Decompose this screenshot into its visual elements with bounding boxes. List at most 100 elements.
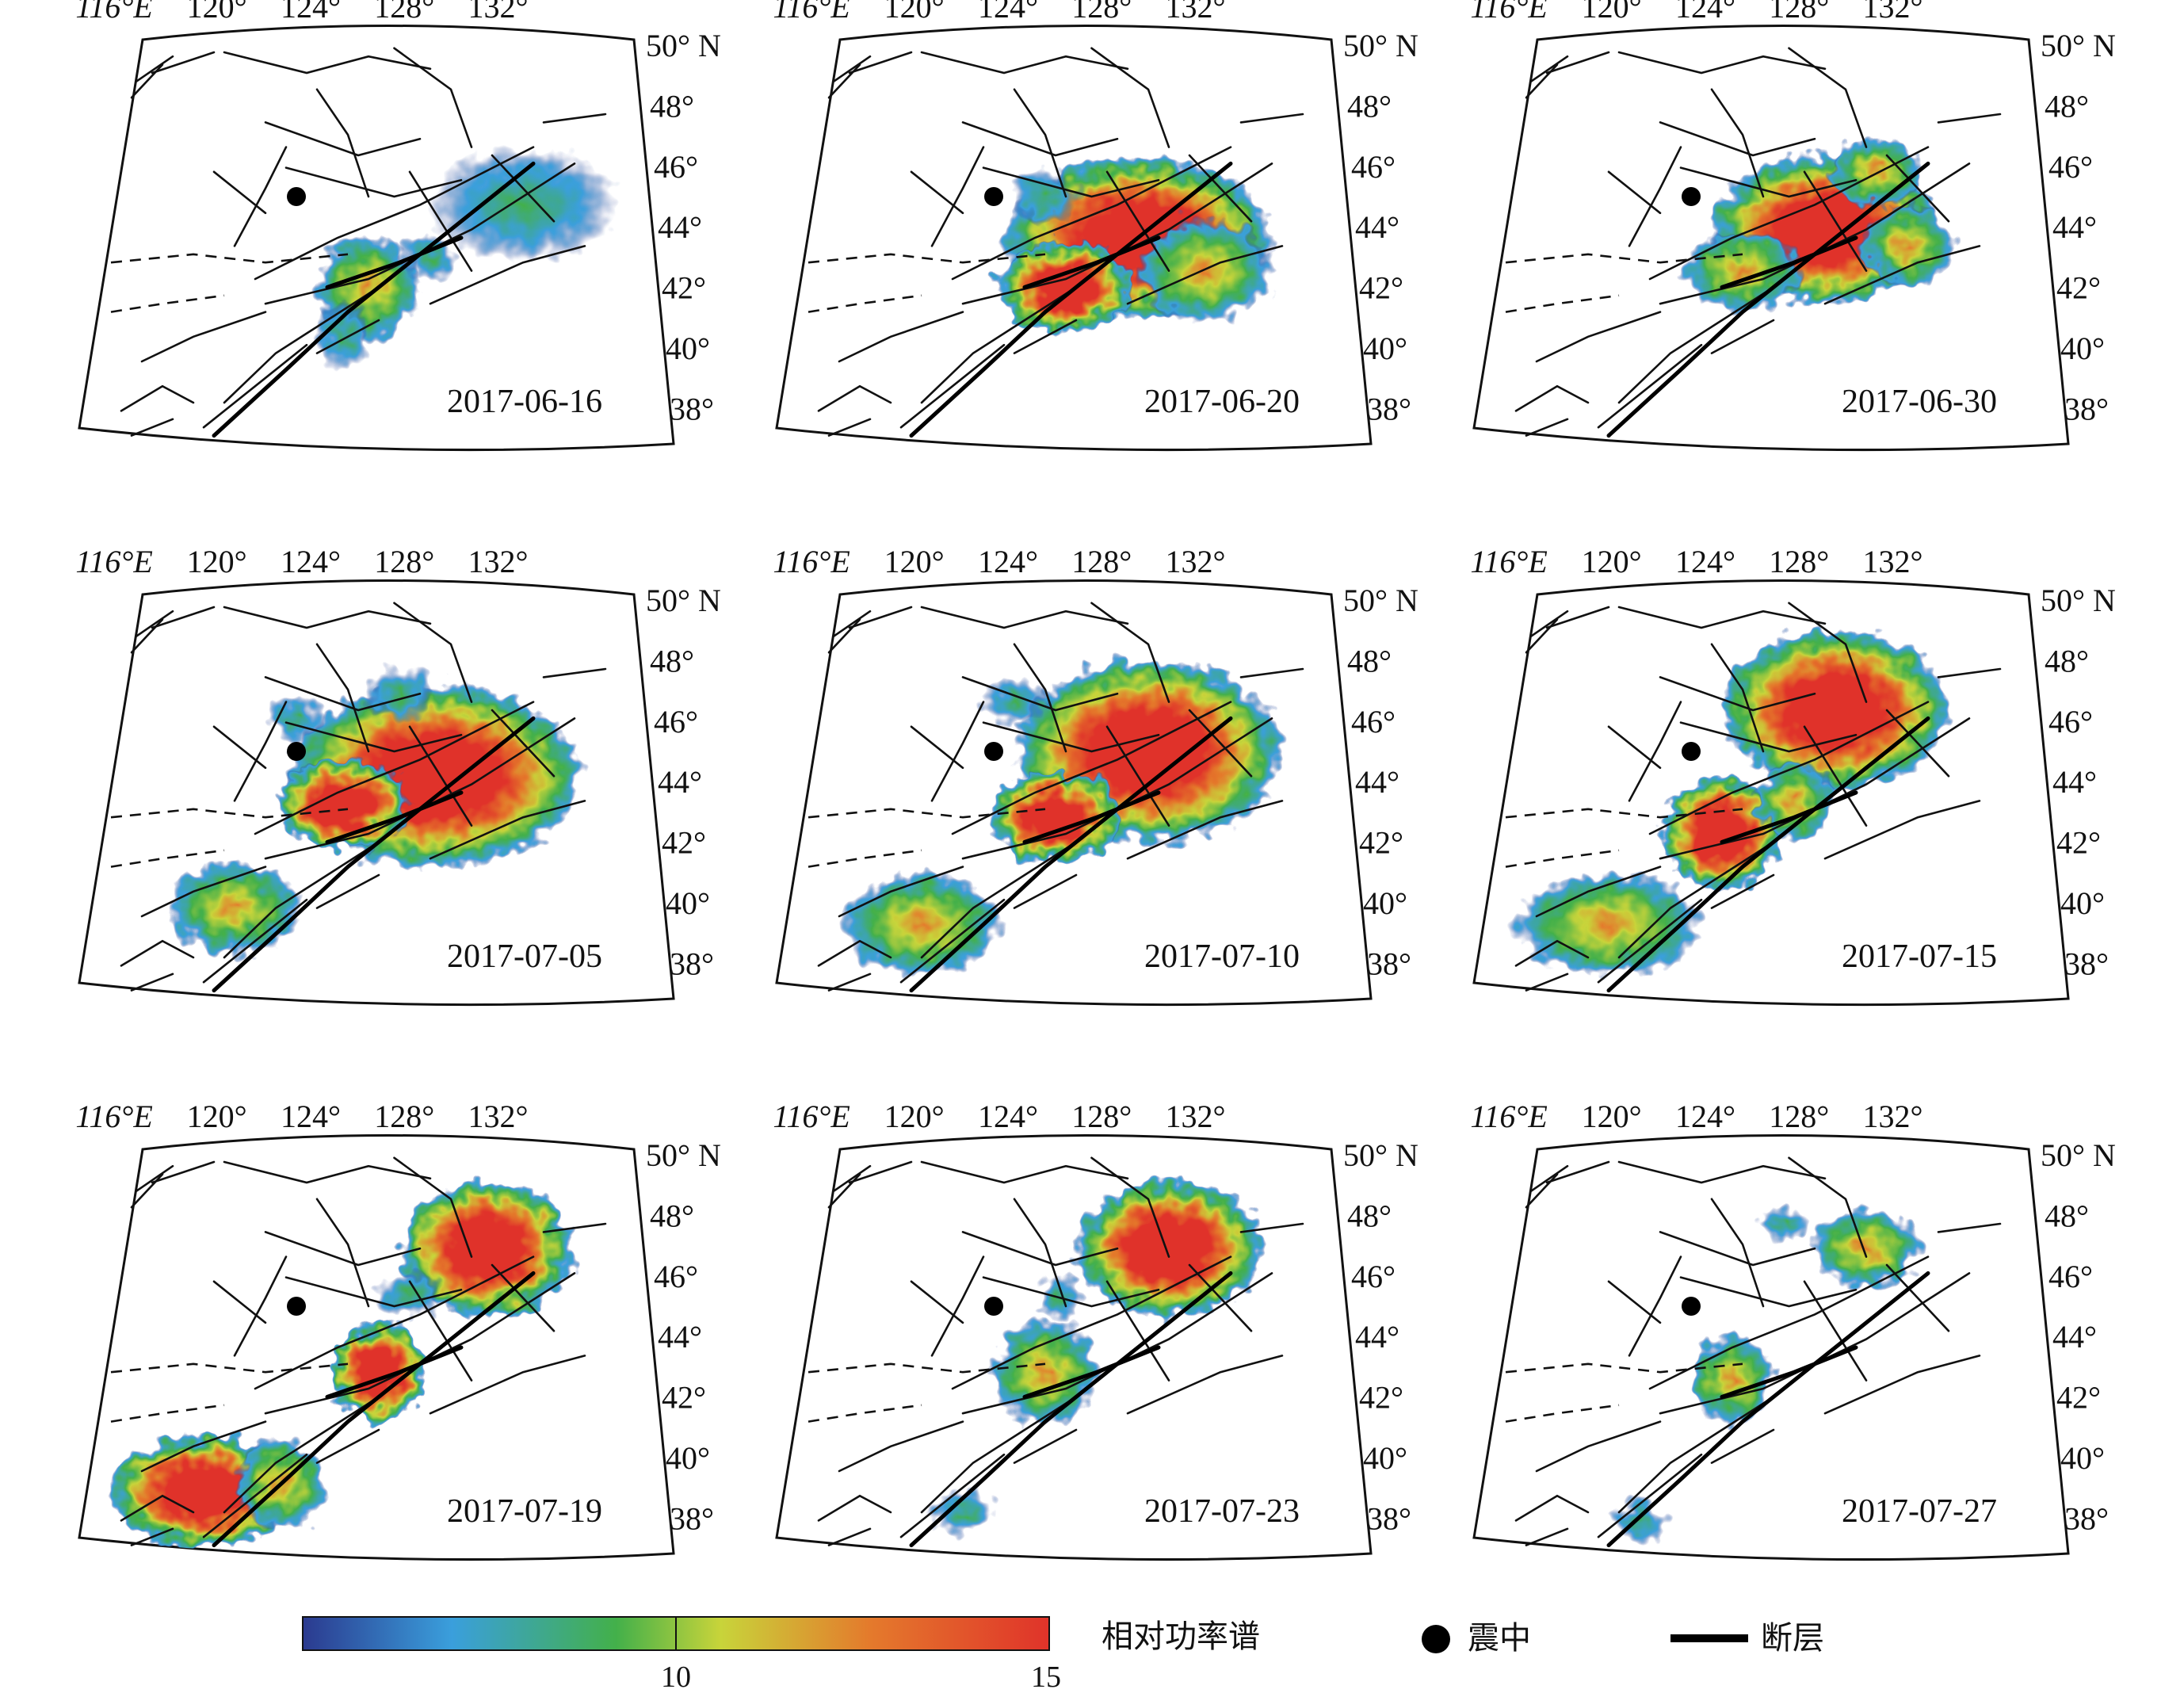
fault-line <box>1937 1222 2002 1233</box>
lat-label: 42° <box>662 270 706 306</box>
lon-label: 116°E <box>1470 0 1547 25</box>
anomaly-patch <box>1514 872 1703 976</box>
fault-line <box>920 1396 1078 1514</box>
anomaly-patch <box>841 872 1002 976</box>
fault-line <box>1105 725 1170 827</box>
lon-label: 132° <box>1166 0 1226 25</box>
lat-label: 38° <box>2064 392 2109 427</box>
anomaly-patch <box>1613 1497 1667 1544</box>
panel-date: 2017-06-20 <box>1144 384 1300 420</box>
lat-label: 40° <box>2060 885 2105 921</box>
boundary-line <box>808 253 1046 264</box>
fault-network <box>1505 1156 2002 1548</box>
fault-line <box>202 898 308 984</box>
map-panel: 116°E 120° 124° 128° 132° 50° N 48° 46° 44° 42° 40… <box>773 544 1418 1007</box>
fault-line <box>827 1527 872 1546</box>
fault-line <box>1823 800 1981 860</box>
fault-line <box>542 1222 607 1233</box>
anomaly-patch <box>998 241 1133 334</box>
fault-line <box>899 1453 1006 1538</box>
boundary-line <box>110 808 349 819</box>
fault-line <box>1013 873 1078 909</box>
fault-line <box>1617 1396 1775 1514</box>
fault-line <box>1803 170 1868 272</box>
fault-line <box>1535 311 1662 363</box>
lat-label: 44° <box>658 1319 702 1355</box>
lat-label: 48° <box>1347 643 1392 678</box>
fault-line-major <box>1720 1345 1858 1399</box>
fault-line <box>1126 245 1284 305</box>
fault-line <box>1525 1527 1569 1546</box>
fault-line <box>1514 384 1590 412</box>
fault-line <box>848 606 913 629</box>
map-panel: 116°E 120° 124° 128° 132° 50° N 48° 46° 44° 42° 40… <box>75 544 721 1007</box>
fault-line <box>1090 1156 1170 1258</box>
epicenter-marker <box>984 742 1003 761</box>
fault-line <box>223 51 432 75</box>
lat-label: 50° N <box>2041 583 2116 618</box>
fault-line <box>315 88 370 198</box>
anomaly-layer <box>1514 629 1949 976</box>
lat-label: 44° <box>658 764 702 800</box>
fault-line <box>1710 319 1775 354</box>
anomaly-patch <box>1682 230 1804 311</box>
fault-line-major <box>1606 161 1930 438</box>
lon-label: 120° <box>1582 1099 1642 1134</box>
lat-label: 44° <box>2052 764 2097 800</box>
fault-line <box>1545 51 1610 75</box>
fault-line <box>254 701 535 835</box>
fault-line <box>817 384 892 412</box>
fault-line-major <box>325 1345 464 1399</box>
lat-label: 50° N <box>1343 583 1418 618</box>
lon-label: 124° <box>281 0 341 25</box>
lon-label: 128° <box>1769 0 1829 25</box>
lat-label: 46° <box>654 1259 698 1294</box>
fault-line <box>408 170 473 272</box>
lat-label: 38° <box>2064 1501 2109 1537</box>
fault-line-major <box>1720 235 1858 289</box>
panel-date: 2017-07-05 <box>447 938 602 975</box>
map-panel: 116°E 120° 124° 128° 132° 50° N 48° 46° 44° 42° 40… <box>75 1099 721 1561</box>
lon-label: 120° <box>1582 0 1642 25</box>
colorbar-tick-label-15: 15 <box>1031 1661 1061 1693</box>
fault-line <box>223 606 432 629</box>
fault-line <box>1105 1280 1170 1382</box>
fault-line <box>1535 866 1662 918</box>
fault-line-major <box>1022 235 1161 289</box>
lat-label: 48° <box>650 88 694 124</box>
fault-line <box>1648 146 1930 281</box>
lat-label: 46° <box>654 149 698 185</box>
fault-line <box>930 146 985 247</box>
fault-line <box>1617 606 1827 629</box>
lat-label: 48° <box>2045 643 2089 678</box>
lon-label: 116°E <box>75 544 152 579</box>
fault-line <box>920 286 1078 404</box>
fault-line <box>264 121 422 157</box>
boundary-line <box>1505 1362 1743 1374</box>
fault-line <box>961 121 1119 157</box>
fault-line <box>951 701 1232 835</box>
fault-line <box>1013 1198 1067 1308</box>
panel-date: 2017-06-16 <box>447 384 602 420</box>
map-frame <box>1472 1134 2070 1561</box>
fault-line <box>264 1231 422 1267</box>
lon-label: 116°E <box>773 0 850 25</box>
lat-label: 42° <box>662 1380 706 1416</box>
fault-line-major <box>1606 716 1930 993</box>
fault-line <box>491 709 556 778</box>
lat-label: 44° <box>1355 764 1399 800</box>
lat-label: 38° <box>670 1501 714 1537</box>
epicenter-legend-icon <box>1422 1625 1450 1653</box>
lat-label: 48° <box>2045 88 2089 124</box>
panel-date: 2017-07-23 <box>1144 1493 1300 1530</box>
fault-line <box>1628 1255 1682 1357</box>
boundary-line <box>110 1362 349 1374</box>
lat-label: 38° <box>1367 946 1411 982</box>
epicenter-marker <box>287 742 306 761</box>
epicenter-marker <box>984 1297 1003 1316</box>
lat-label: 40° <box>666 1440 710 1476</box>
epicenter-marker <box>1682 742 1701 761</box>
colorbar-title: 相对功率谱 <box>1102 1618 1260 1655</box>
epicenter-marker <box>1682 187 1701 206</box>
